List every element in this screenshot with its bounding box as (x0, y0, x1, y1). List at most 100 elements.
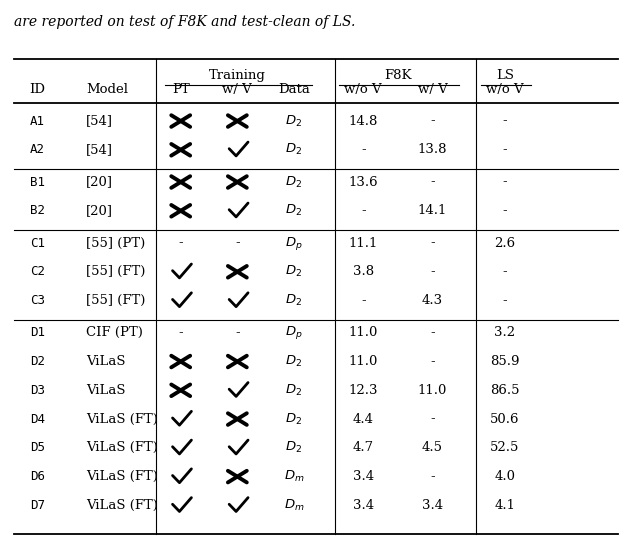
Text: -: - (235, 326, 240, 339)
Text: ViLaS (FT): ViLaS (FT) (87, 470, 158, 483)
Text: ViLaS (FT): ViLaS (FT) (87, 499, 158, 512)
Text: 4.4: 4.4 (353, 413, 374, 425)
Text: ViLaS: ViLaS (87, 384, 126, 397)
Text: -: - (178, 236, 183, 250)
Text: 4.1: 4.1 (494, 499, 515, 512)
Text: D7: D7 (30, 499, 45, 512)
Text: 3.4: 3.4 (353, 499, 374, 512)
Text: Training: Training (209, 69, 266, 82)
Text: 11.0: 11.0 (348, 355, 378, 368)
Text: 86.5: 86.5 (490, 384, 520, 397)
Text: $D_p$: $D_p$ (285, 324, 303, 341)
Text: $D_2$: $D_2$ (286, 113, 303, 128)
Text: $D_m$: $D_m$ (284, 469, 304, 484)
Text: $D_2$: $D_2$ (286, 383, 303, 398)
Text: $D_m$: $D_m$ (284, 498, 304, 513)
Text: D2: D2 (30, 355, 45, 368)
Text: PT: PT (172, 83, 190, 96)
Text: D1: D1 (30, 326, 45, 339)
Text: -: - (430, 115, 435, 127)
Text: -: - (430, 236, 435, 250)
Text: -: - (361, 294, 365, 307)
Text: [20]: [20] (87, 176, 113, 188)
Text: B1: B1 (30, 176, 45, 188)
Text: Data: Data (278, 83, 310, 96)
Text: 50.6: 50.6 (490, 413, 520, 425)
Text: 3.2: 3.2 (494, 326, 515, 339)
Text: 14.1: 14.1 (418, 204, 447, 217)
Text: -: - (430, 265, 435, 279)
Text: $D_2$: $D_2$ (286, 354, 303, 369)
Text: [20]: [20] (87, 204, 113, 217)
Text: Model: Model (87, 83, 128, 96)
Text: w/ V: w/ V (418, 83, 447, 96)
Text: B2: B2 (30, 204, 45, 217)
Text: -: - (430, 176, 435, 188)
Text: 85.9: 85.9 (490, 355, 520, 368)
Text: -: - (430, 355, 435, 368)
Text: 2.6: 2.6 (494, 236, 515, 250)
Text: C2: C2 (30, 265, 45, 279)
Text: 4.0: 4.0 (494, 470, 515, 483)
Text: -: - (235, 236, 240, 250)
Text: [54]: [54] (87, 115, 113, 127)
Text: -: - (430, 326, 435, 339)
Text: D4: D4 (30, 413, 45, 425)
Text: -: - (502, 265, 507, 279)
Text: ViLaS: ViLaS (87, 355, 126, 368)
Text: w/ V: w/ V (222, 83, 252, 96)
Text: [55] (FT): [55] (FT) (87, 265, 146, 279)
Text: [54]: [54] (87, 143, 113, 156)
Text: 4.5: 4.5 (422, 441, 443, 454)
Text: 4.7: 4.7 (353, 441, 374, 454)
Text: 3.4: 3.4 (422, 499, 443, 512)
Text: -: - (502, 294, 507, 307)
Text: [55] (FT): [55] (FT) (87, 294, 146, 307)
Text: 4.3: 4.3 (422, 294, 443, 307)
Text: C3: C3 (30, 294, 45, 307)
Text: 52.5: 52.5 (490, 441, 520, 454)
Text: $D_2$: $D_2$ (286, 175, 303, 190)
Text: 3.8: 3.8 (353, 265, 374, 279)
Text: LS: LS (495, 69, 514, 82)
Text: D3: D3 (30, 384, 45, 397)
Text: -: - (361, 143, 365, 156)
Text: -: - (430, 470, 435, 483)
Text: w/o V: w/o V (486, 83, 523, 96)
Text: -: - (502, 115, 507, 127)
Text: [55] (PT): [55] (PT) (87, 236, 145, 250)
Text: -: - (502, 176, 507, 188)
Text: C1: C1 (30, 236, 45, 250)
Text: A1: A1 (30, 115, 45, 127)
Text: w/o V: w/o V (344, 83, 382, 96)
Text: $D_2$: $D_2$ (286, 203, 303, 219)
Text: 11.1: 11.1 (348, 236, 378, 250)
Text: $D_2$: $D_2$ (286, 264, 303, 279)
Text: $D_2$: $D_2$ (286, 440, 303, 455)
Text: $D_2$: $D_2$ (286, 142, 303, 157)
Text: ViLaS (FT): ViLaS (FT) (87, 413, 158, 425)
Text: -: - (361, 204, 365, 217)
Text: A2: A2 (30, 143, 45, 156)
Text: $D_2$: $D_2$ (286, 293, 303, 308)
Text: ViLaS (FT): ViLaS (FT) (87, 441, 158, 454)
Text: D6: D6 (30, 470, 45, 483)
Text: 13.6: 13.6 (348, 176, 378, 188)
Text: 3.4: 3.4 (353, 470, 374, 483)
Text: 14.8: 14.8 (348, 115, 378, 127)
Text: $D_2$: $D_2$ (286, 411, 303, 426)
Text: 13.8: 13.8 (418, 143, 447, 156)
Text: are reported on test of F8K and test-clean of LS.: are reported on test of F8K and test-cle… (14, 15, 355, 29)
Text: -: - (502, 204, 507, 217)
Text: 11.0: 11.0 (348, 326, 378, 339)
Text: CIF (PT): CIF (PT) (87, 326, 143, 339)
Text: F8K: F8K (384, 69, 411, 82)
Text: -: - (502, 143, 507, 156)
Text: ID: ID (30, 83, 46, 96)
Text: $D_p$: $D_p$ (285, 235, 303, 251)
Text: 12.3: 12.3 (348, 384, 378, 397)
Text: -: - (178, 326, 183, 339)
Text: -: - (430, 413, 435, 425)
Text: 11.0: 11.0 (418, 384, 447, 397)
Text: D5: D5 (30, 441, 45, 454)
